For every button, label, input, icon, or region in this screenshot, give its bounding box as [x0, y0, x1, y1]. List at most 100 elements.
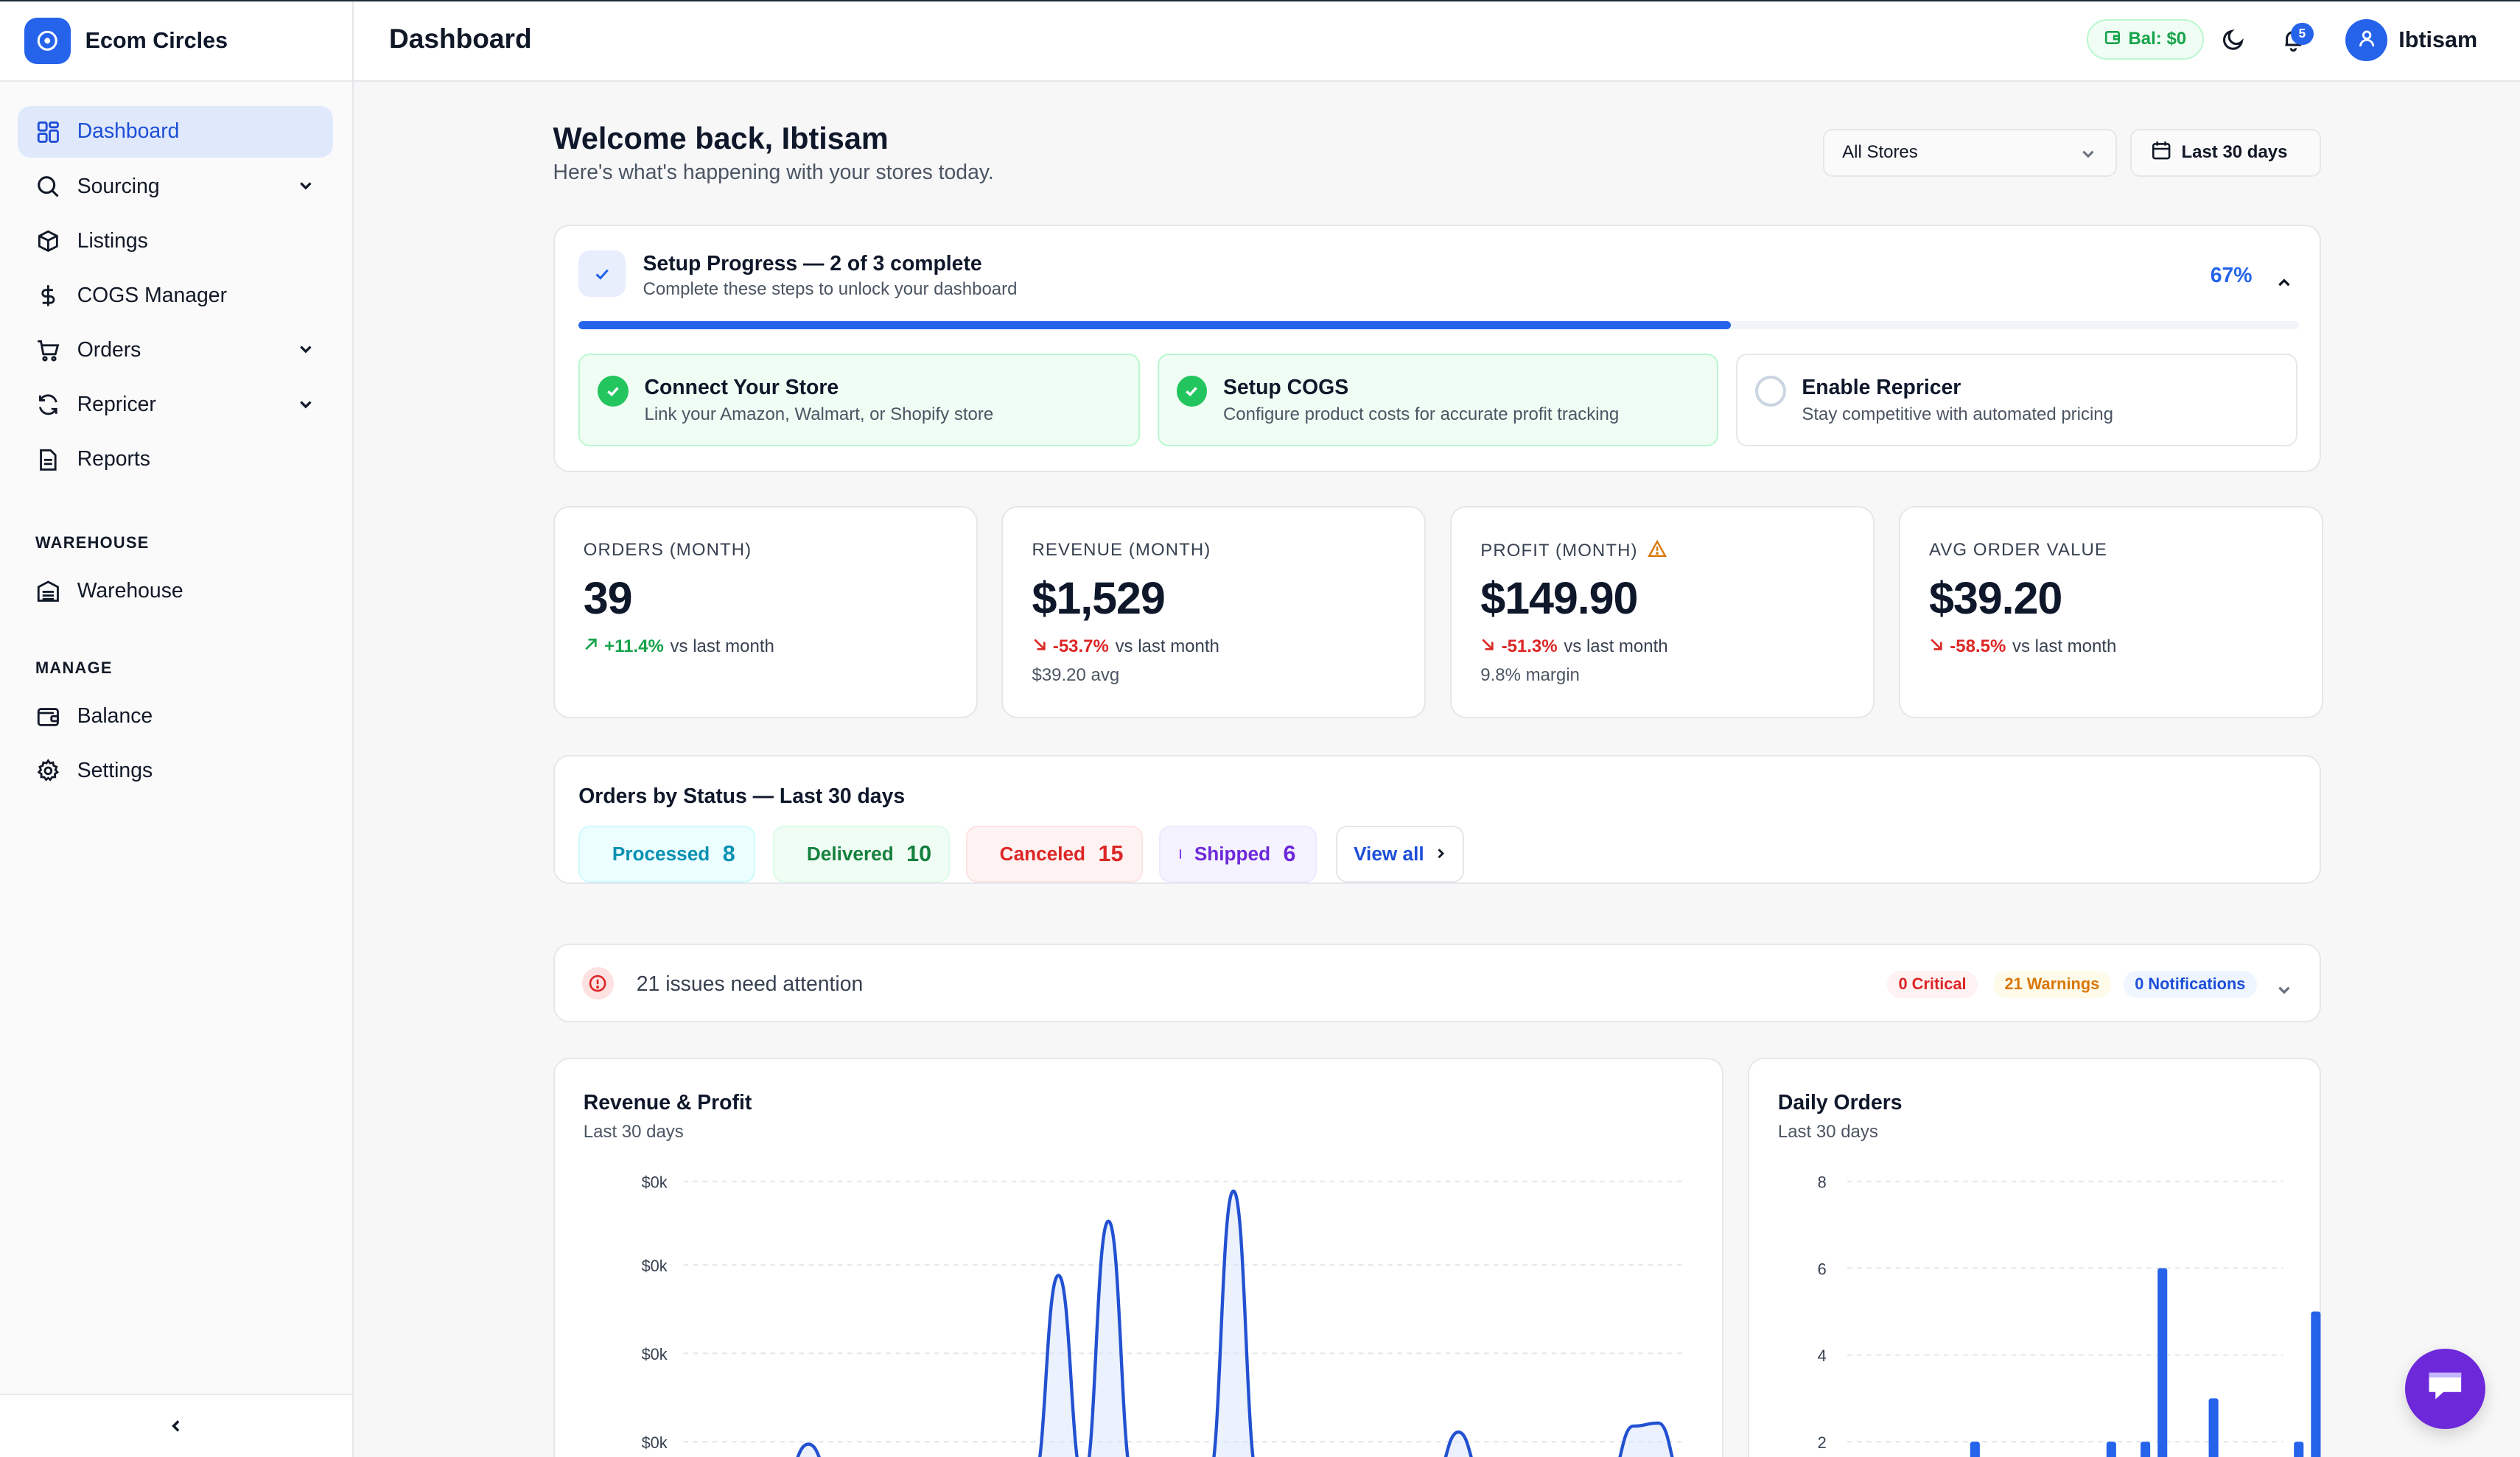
sidebar-item-orders[interactable]: Orders: [18, 325, 333, 376]
dark-mode-toggle[interactable]: [2222, 27, 2246, 58]
chart-subtitle: Last 30 days: [583, 1121, 684, 1142]
welcome-subtitle: Here's what's happening with your stores…: [553, 161, 994, 185]
setup-progress-fill: [578, 321, 1732, 330]
chevron-down-icon: [2276, 975, 2292, 1004]
sidebar-item-repricer[interactable]: Repricer: [18, 379, 333, 431]
store-select-value: All Stores: [1842, 142, 1918, 163]
daily-orders-chart-card: Daily Orders Last 30 days 8 6 4 2: [1747, 1057, 2322, 1457]
stat-value: $39.20: [1928, 572, 2062, 623]
stat-delta-value: -51.3%: [1501, 636, 1558, 656]
gear-icon: [35, 758, 61, 784]
sidebar-item-label: Reports: [77, 447, 150, 471]
store-select[interactable]: All Stores: [1823, 128, 2118, 177]
view-all-button[interactable]: View all: [1335, 826, 1465, 882]
status-pill-shipped[interactable]: Shipped 6: [1158, 826, 1317, 882]
y-tick-label: $0k: [641, 1173, 667, 1191]
stat-label-text: ORDERS (MONTH): [583, 539, 752, 560]
avatar[interactable]: [2345, 19, 2387, 61]
y-tick-label: 6: [1817, 1260, 1826, 1278]
stat-delta: +11.4% vs last month: [584, 636, 774, 657]
sidebar-item-label: COGS Manager: [77, 283, 228, 307]
warnings-badge: 21 Warnings: [1993, 970, 2111, 998]
sidebar-item-sourcing[interactable]: Sourcing: [18, 161, 333, 212]
brand-name: Ecom Circles: [85, 28, 228, 54]
status-pill-processed[interactable]: Processed 8: [578, 826, 756, 882]
sidebar-item-balance[interactable]: Balance: [18, 691, 333, 742]
bar: [2310, 1311, 2321, 1457]
stat-delta-value: -58.5%: [1950, 636, 2006, 656]
stat-extra: $39.20 avg: [1032, 665, 1120, 686]
sidebar-item-listings[interactable]: Listings: [18, 215, 333, 267]
user-name[interactable]: Ibtisam: [2398, 27, 2478, 53]
chart-title: Revenue & Profit: [583, 1091, 752, 1115]
warning-icon[interactable]: [1647, 539, 1667, 563]
trend-up-icon: [584, 636, 598, 657]
status-label: Processed: [612, 842, 710, 865]
sidebar-item-label: Balance: [77, 704, 153, 728]
area-fill: [797, 1190, 1672, 1457]
chevron-down-icon: [298, 175, 314, 200]
stat-card-avg-order: AVG ORDER VALUE $39.20 -58.5% vs last mo…: [1898, 506, 2323, 719]
setup-step-repricer[interactable]: Enable Repricer Stay competitive with au…: [1736, 353, 2297, 447]
setup-step-cogs[interactable]: Setup COGS Configure product costs for a…: [1157, 353, 1719, 447]
collapse-setup-button[interactable]: [2276, 268, 2292, 298]
sidebar-section-manage: MANAGE: [35, 659, 113, 678]
chat-icon: [2424, 1368, 2466, 1410]
stat-delta-value: +11.4%: [604, 636, 664, 656]
trend-down-icon: [1929, 636, 1944, 657]
trend-down-icon: [1032, 636, 1047, 657]
notifications-badge: 0 Notifications: [2123, 970, 2257, 998]
step-description: Configure product costs for accurate pro…: [1222, 404, 1620, 425]
issues-card[interactable]: 21 issues need attention 0 Critical 21 W…: [553, 943, 2322, 1022]
dashboard-icon: [35, 119, 61, 144]
stat-delta: -58.5% vs last month: [1929, 636, 2116, 657]
chevron-down-icon: [298, 339, 314, 363]
step-description: Stay competitive with automated pricing: [1802, 404, 2113, 425]
setup-progress-bar: [578, 321, 2299, 330]
collapse-sidebar-button[interactable]: [0, 1393, 352, 1457]
top-header: Dashboard Bal: $0 5 Ibtisam: [353, 1, 2520, 82]
wallet-icon: [35, 703, 61, 729]
stat-compare: vs last month: [1564, 636, 1668, 656]
status-pill-delivered[interactable]: Delivered 10: [773, 826, 951, 882]
sidebar-item-label: Warehouse: [77, 579, 183, 603]
sidebar-item-warehouse[interactable]: Warehouse: [18, 566, 333, 617]
cart-icon: [35, 337, 61, 363]
orders-by-status-card: Orders by Status — Last 30 days Processe…: [553, 755, 2322, 884]
sidebar-item-cogs-manager[interactable]: COGS Manager: [18, 270, 333, 321]
stat-delta: -53.7% vs last month: [1032, 636, 1219, 657]
setup-step-connect-store[interactable]: Connect Your Store Link your Amazon, Wal…: [578, 353, 1140, 447]
stat-label: ORDERS (MONTH): [584, 540, 752, 561]
date-range-label: Last 30 days: [2181, 142, 2288, 163]
chat-support-button[interactable]: [2404, 1348, 2486, 1429]
bar: [2106, 1441, 2116, 1457]
status-pill-canceled[interactable]: Canceled 15: [966, 826, 1144, 882]
date-range-button[interactable]: Last 30 days: [2129, 128, 2322, 177]
brand[interactable]: Ecom Circles: [0, 1, 352, 82]
stat-label-text: PROFIT (MONTH): [1480, 541, 1638, 561]
sidebar-item-settings[interactable]: Settings: [18, 745, 333, 797]
chevron-down-icon: [298, 393, 314, 418]
y-tick-label: $0k: [641, 1433, 667, 1452]
document-icon: [35, 446, 61, 472]
stat-delta: -51.3% vs last month: [1480, 636, 1668, 657]
sidebar-item-dashboard[interactable]: Dashboard: [17, 105, 333, 158]
notification-count-badge: 5: [2291, 22, 2314, 46]
stat-value: 39: [583, 572, 633, 623]
main-content: Welcome back, Ibtisam Here's what's happ…: [354, 82, 2520, 1457]
y-tick-label: $0k: [641, 1257, 667, 1275]
step-description: Link your Amazon, Walmart, or Shopify st…: [644, 404, 994, 425]
status-count: 6: [1283, 840, 1296, 866]
expand-issues-button[interactable]: [2276, 975, 2292, 1005]
status-count: 8: [722, 840, 735, 866]
revenue-line: [795, 1189, 1674, 1457]
setup-progress-card: Setup Progress — 2 of 3 complete Complet…: [553, 225, 2322, 473]
daily-orders-chart: 8 6 4 2: [1817, 1173, 2321, 1457]
sidebar-item-reports[interactable]: Reports: [18, 434, 333, 485]
moon-icon: [2222, 29, 2246, 57]
sidebar-item-label: Sourcing: [77, 174, 160, 198]
stat-card-revenue: REVENUE (MONTH) $1,529 -53.7% vs last mo…: [1001, 506, 1427, 719]
setup-percent: 67%: [2210, 263, 2253, 287]
balance-badge[interactable]: Bal: $0: [2086, 19, 2204, 60]
